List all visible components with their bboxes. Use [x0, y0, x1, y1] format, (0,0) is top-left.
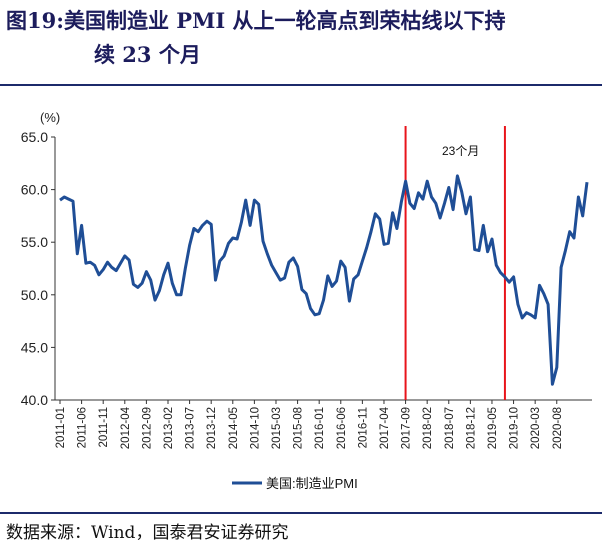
x-tick-label: 2012-04 [120, 406, 132, 449]
x-tick-label: 2020-08 [552, 407, 564, 449]
x-tick-label: 2018-02 [422, 407, 434, 449]
legend-label: 美国:制造业PMI [266, 476, 358, 491]
y-tick-label: 60.0 [21, 182, 48, 198]
chart-title: 图19:美国制造业 PMI 从上一轮高点到荣枯线以下持 续 23 个月 [6, 4, 598, 72]
x-tick-label: 2019-05 [487, 407, 499, 449]
reference-lines [404, 126, 506, 400]
chart-title-line1: 图19:美国制造业 PMI 从上一轮高点到荣枯线以下持 [6, 8, 506, 33]
x-tick-label: 2014-05 [228, 407, 240, 449]
x-tick-label: 2013-02 [163, 407, 175, 449]
x-tick-label: 2015-08 [293, 407, 305, 449]
source-note: 数据来源：Wind，国泰君安证券研究 [6, 523, 289, 543]
x-tick-label: 2012-09 [141, 407, 153, 449]
x-tick-label: 2018-07 [444, 407, 456, 449]
top-divider [0, 84, 602, 86]
x-tick-label: 2016-01 [314, 407, 326, 449]
x-tick-label: 2014-10 [249, 407, 261, 449]
pmi-series-line [59, 174, 589, 386]
x-tick-label: 2011-06 [77, 407, 89, 448]
annotation-23-months: 23个月 [442, 144, 479, 158]
x-tick-label: 2013-12 [206, 407, 218, 449]
series-layer [59, 174, 589, 386]
x-tick-label: 2016-11 [357, 407, 369, 448]
x-tick-label: 2015-03 [271, 407, 283, 449]
x-tick-label: 2019-10 [509, 407, 521, 449]
y-axis-unit-label: (%) [40, 110, 60, 125]
y-tick-label: 45.0 [21, 339, 48, 355]
y-tick-label: 55.0 [21, 234, 48, 250]
legend: 美国:制造业PMI [232, 476, 358, 491]
x-tick-label: 2011-11 [98, 407, 110, 448]
y-tick-label: 50.0 [21, 287, 48, 303]
x-tick-label: 2020-03 [530, 407, 542, 449]
bottom-divider [0, 512, 602, 514]
x-tick-label: 2017-04 [379, 406, 391, 449]
chart-axes: 65.0 60.0 55.0 50.0 45.0 40.0 2011-01 2011-06 20… [21, 129, 592, 449]
x-tick-label: 2016-06 [336, 407, 348, 449]
x-tick-label: 2013-07 [185, 407, 197, 449]
y-tick-label: 65.0 [21, 129, 48, 145]
x-tick-label: 2017-09 [401, 407, 413, 449]
x-tick-label: 2011-01 [55, 407, 67, 448]
x-tick-label: 2018-12 [465, 407, 477, 449]
chart-title-line2: 续 23 个月 [94, 42, 201, 67]
y-tick-label: 40.0 [21, 392, 48, 408]
